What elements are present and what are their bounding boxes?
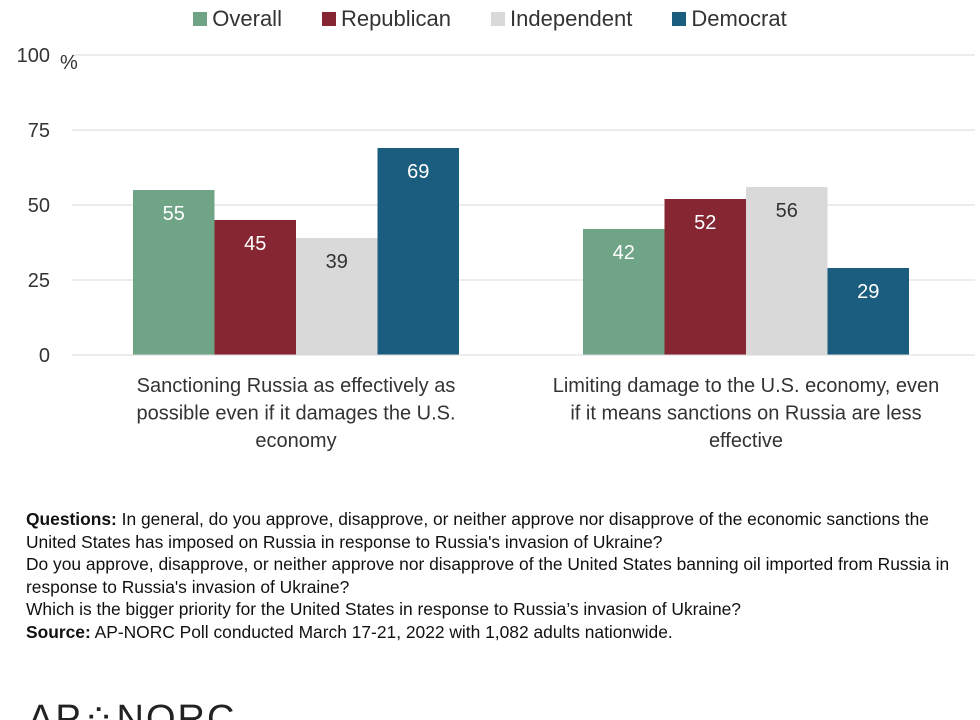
bar-overall [583,229,665,355]
legend-item-republican: Republican [321,6,452,32]
y-tick-label: 100 [17,45,50,67]
legend-item-overall: Overall [193,6,282,32]
legend-label: Republican [340,6,452,31]
bar-democrat [827,268,909,355]
data-label: 39 [326,251,348,273]
question-1: In general, do you approve, disapprove, … [26,509,929,552]
y-unit-label: % [60,52,78,74]
category-label: Sanctioning Russia as effectively as [137,375,456,397]
category-label: Limiting damage to the U.S. economy, eve… [553,375,940,397]
chart-notes: Questions: In general, do you approve, d… [26,508,971,643]
bar-independent [746,187,828,355]
bar-chart: 0 25 50 75 100 % 55 45 39 69 Sanctioning Russia as… [17,45,975,452]
legend-item-independent: Independent [491,6,632,32]
question-2: Do you approve, disapprove, or neither a… [26,554,950,597]
legend-swatch [672,12,687,26]
data-label: 69 [407,161,429,183]
logo-text: AP⁘NORC [28,700,236,720]
legend-swatch [193,12,208,26]
data-label: 29 [857,281,879,303]
data-label: 52 [694,212,716,234]
source-label: Source: [26,621,91,642]
bar-democrat [377,148,459,355]
bar-overall [133,190,215,355]
category-label: if it means sanctions on Russia are less [570,403,921,425]
bar-republican [214,220,296,355]
legend-label: Overall [212,6,282,31]
legend-label: Independent [510,6,633,31]
legend-swatch [491,12,506,26]
y-tick-label: 25 [28,270,50,292]
data-label: 45 [244,233,266,255]
question-3: Which is the bigger priority for the Uni… [26,599,741,619]
category-label: effective [709,430,783,452]
source-line: Source: AP-NORC Poll conducted March 17-… [26,621,971,644]
data-label: 42 [613,242,635,264]
y-tick-label: 50 [28,195,50,217]
data-label: 55 [163,203,185,225]
legend-label: Democrat [691,6,787,31]
data-label: 56 [776,200,798,222]
y-tick-label: 75 [28,120,50,142]
questions-first-line: Questions: In general, do you approve, d… [26,508,971,553]
legend-swatch [321,12,336,26]
bar-republican [664,199,746,355]
category-label: possible even if it damages the U.S. [136,403,455,425]
questions-label: Questions: [26,509,117,529]
bar-independent [296,238,378,355]
category-label: economy [255,430,336,452]
ap-norc-logo: AP⁘NORC [28,700,236,720]
chart-legend: Overall Republican Independent Democrat [0,4,980,34]
source-text: AP-NORC Poll conducted March 17-21, 2022… [94,621,673,642]
y-tick-label: 0 [39,345,50,367]
legend-item-democrat: Democrat [672,6,787,32]
